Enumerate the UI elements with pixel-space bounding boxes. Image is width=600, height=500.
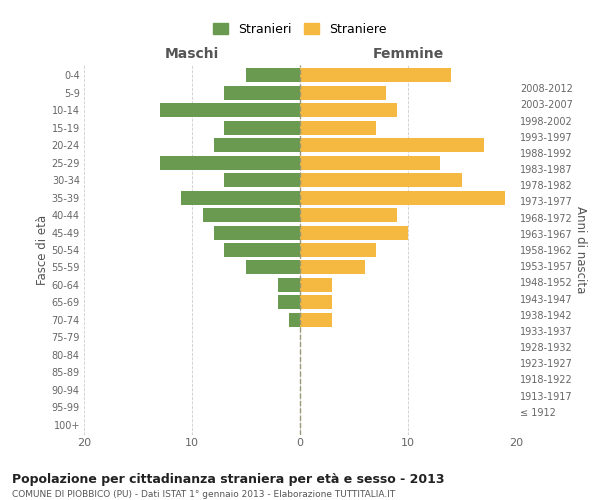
- Bar: [300, 156, 440, 170]
- Bar: [203, 208, 300, 222]
- Bar: [300, 243, 376, 257]
- Bar: [246, 68, 300, 82]
- Bar: [289, 313, 300, 327]
- Bar: [224, 121, 300, 135]
- Bar: [278, 278, 300, 292]
- Bar: [181, 190, 300, 204]
- Y-axis label: Fasce di età: Fasce di età: [35, 215, 49, 285]
- Bar: [224, 86, 300, 100]
- Bar: [214, 226, 300, 239]
- Bar: [300, 296, 332, 310]
- Bar: [300, 138, 484, 152]
- Text: COMUNE DI PIOBBICO (PU) - Dati ISTAT 1° gennaio 2013 - Elaborazione TUTTITALIA.I: COMUNE DI PIOBBICO (PU) - Dati ISTAT 1° …: [12, 490, 395, 499]
- Bar: [300, 313, 332, 327]
- Bar: [300, 260, 365, 274]
- Bar: [224, 173, 300, 187]
- Bar: [246, 260, 300, 274]
- Bar: [300, 278, 332, 292]
- Text: Popolazione per cittadinanza straniera per età e sesso - 2013: Popolazione per cittadinanza straniera p…: [12, 472, 445, 486]
- Bar: [160, 156, 300, 170]
- Bar: [300, 173, 462, 187]
- Bar: [300, 226, 408, 239]
- Y-axis label: Anni di nascita: Anni di nascita: [574, 206, 587, 294]
- Bar: [278, 296, 300, 310]
- Bar: [300, 86, 386, 100]
- Bar: [300, 68, 451, 82]
- Bar: [160, 104, 300, 118]
- Bar: [300, 121, 376, 135]
- Text: Femmine: Femmine: [373, 48, 443, 62]
- Text: Maschi: Maschi: [165, 48, 219, 62]
- Bar: [224, 243, 300, 257]
- Bar: [300, 104, 397, 118]
- Bar: [300, 208, 397, 222]
- Legend: Stranieri, Straniere: Stranieri, Straniere: [213, 23, 387, 36]
- Bar: [214, 138, 300, 152]
- Bar: [300, 190, 505, 204]
